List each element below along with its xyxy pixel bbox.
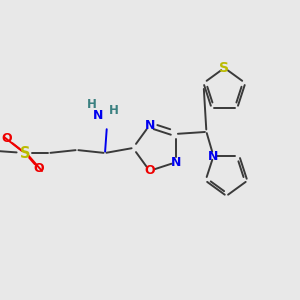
- Text: N: N: [93, 109, 103, 122]
- Text: N: N: [144, 119, 155, 132]
- Text: O: O: [2, 133, 12, 146]
- Text: H: H: [87, 98, 97, 111]
- Text: S: S: [219, 61, 230, 75]
- Text: O: O: [144, 164, 155, 177]
- Text: S: S: [20, 146, 30, 160]
- Text: H: H: [109, 104, 119, 117]
- Text: N: N: [208, 150, 219, 163]
- Text: O: O: [34, 163, 44, 176]
- Text: N: N: [171, 156, 182, 169]
